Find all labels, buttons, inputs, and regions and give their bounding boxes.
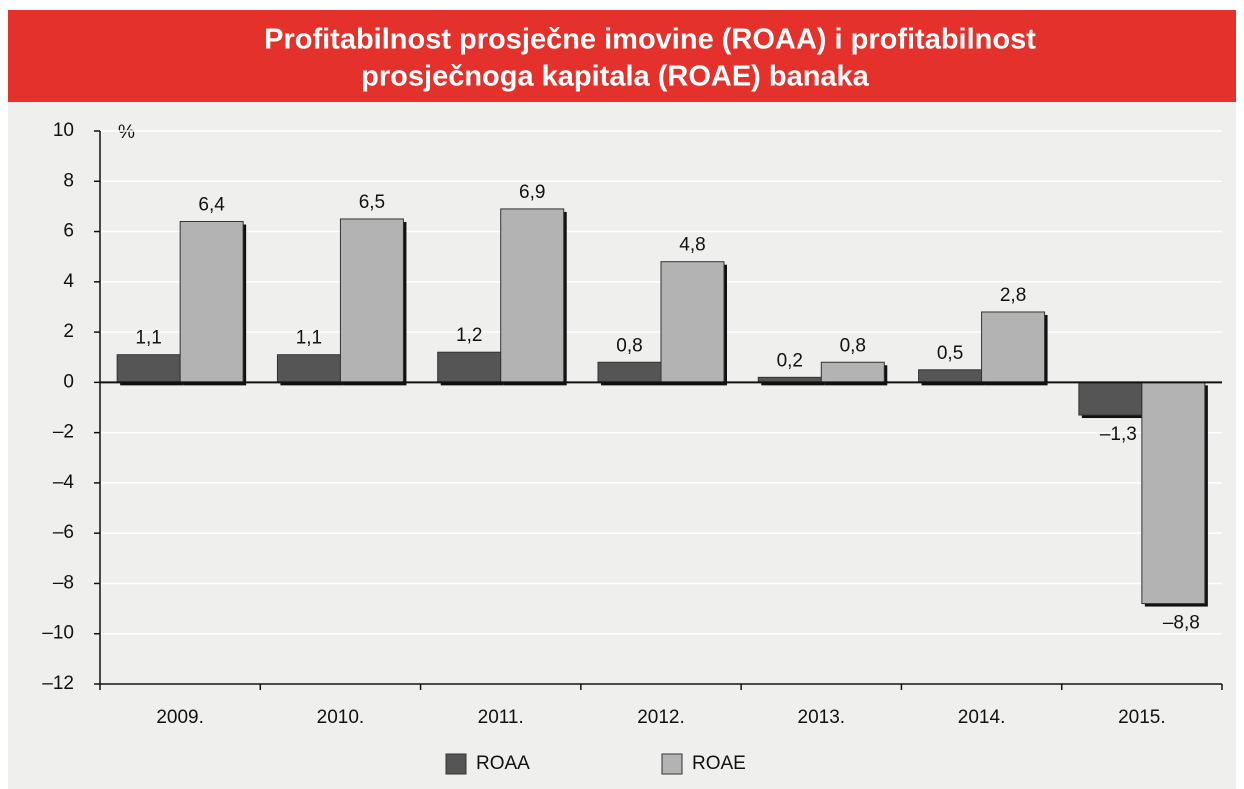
legend-swatch [445,753,467,775]
y-tick-label: –2 [53,422,74,443]
y-unit: % [118,122,135,143]
bar [179,220,244,383]
background [8,10,1236,789]
data-label: –1,3 [1100,424,1137,445]
data-label: 0,5 [937,343,963,364]
chart-title: prosječnoga kapitala (ROAE) banaka [361,61,870,93]
data-label: 6,9 [519,182,545,203]
bar [116,354,181,383]
y-tick-label: 2 [63,321,74,342]
x-tick-label: 2015. [1118,707,1166,728]
data-label: 4,8 [679,235,705,256]
y-tick-label: 0 [63,371,74,392]
bar [820,361,885,383]
data-label: 0,2 [777,350,803,371]
data-label: –8,8 [1163,613,1200,634]
bar [981,311,1046,383]
data-label: 1,2 [456,325,482,346]
x-tick-label: 2010. [317,707,365,728]
x-tick-label: 2012. [637,707,685,728]
y-tick-label: 10 [53,120,74,141]
y-tick-label: –6 [53,522,74,543]
data-label: 0,8 [840,335,866,356]
y-tick-label: 8 [63,170,74,191]
bar [918,369,983,383]
x-tick-label: 2011. [478,707,524,728]
y-tick-label: –12 [42,673,74,694]
x-tick-label: 2014. [958,707,1006,728]
y-tick-label: 4 [63,271,74,292]
legend-label: ROAE [692,753,746,774]
data-label: 1,1 [135,328,161,349]
bar [437,351,502,383]
data-label: 2,8 [1000,285,1026,306]
y-tick-label: –4 [53,472,75,493]
data-label: 6,4 [198,195,225,216]
y-tick-label: –8 [53,572,74,593]
bar [660,261,725,383]
x-tick-label: 2009. [156,707,204,728]
y-tick-label: –10 [42,623,74,644]
bar [1078,381,1143,416]
bar [276,354,341,383]
data-label: 1,1 [296,328,322,349]
data-label: 0,8 [616,335,642,356]
y-tick-label: 6 [63,221,74,242]
bar [597,361,662,383]
chart-title: Profitabilnost prosječne imovine (ROAA) … [264,24,1036,56]
legend-swatch [661,753,683,775]
data-label: 6,5 [359,192,385,213]
bar [1141,381,1206,605]
x-tick-label: 2013. [798,707,846,728]
bar [339,218,404,383]
legend-label: ROAA [476,753,530,774]
bar [500,208,565,383]
title-band [8,10,1236,102]
